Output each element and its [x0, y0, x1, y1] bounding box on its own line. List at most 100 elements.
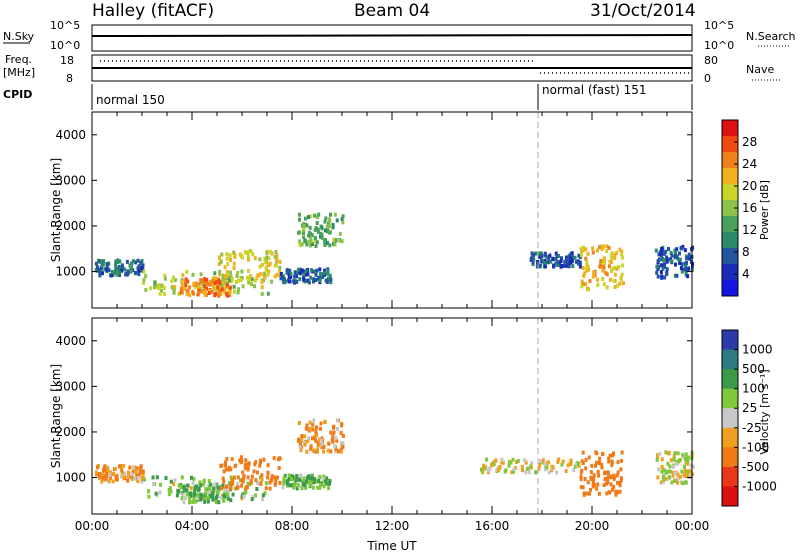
echo-cell: [101, 271, 104, 276]
echo-cell: [309, 446, 313, 451]
echo-cell: [315, 268, 319, 273]
echo-cell: [319, 438, 323, 443]
echo-cell: [672, 457, 676, 462]
echo-cell: [328, 217, 332, 222]
echo-cell: [567, 264, 571, 269]
echo-cell: [196, 496, 200, 501]
echo-cell: [577, 253, 581, 258]
echo-cell: [683, 468, 687, 473]
echo-cell: [229, 475, 233, 480]
echo-cell: [667, 247, 670, 251]
echo-cell: [302, 228, 306, 233]
echo-cell: [669, 458, 673, 463]
echo-cell: [260, 285, 264, 290]
echo-cell: [268, 261, 272, 266]
echo-cell: [327, 224, 331, 229]
time-xlabel: Time UT: [366, 539, 417, 553]
echo-cell: [609, 277, 612, 282]
echo-cell: [336, 418, 339, 423]
echo-cell: [316, 229, 320, 234]
echo-cell: [323, 479, 327, 484]
echo-cell: [543, 467, 547, 472]
echo-cell: [668, 475, 672, 480]
echo-cell: [169, 479, 173, 484]
echo-cell: [660, 457, 664, 462]
echo-cell: [296, 267, 300, 272]
echo-cell: [606, 471, 610, 476]
echo-cell: [244, 458, 248, 463]
echo-cell: [160, 283, 164, 288]
echo-cell: [106, 468, 110, 472]
velocity-data-layer: [94, 418, 695, 505]
echo-cell: [551, 465, 555, 470]
echo-cell: [218, 255, 221, 260]
echo-cell: [524, 460, 528, 465]
echo-cell: [190, 475, 193, 480]
echo-cell: [564, 469, 568, 474]
echo-cell: [177, 292, 181, 296]
echo-cell: [620, 251, 624, 256]
echo-cell: [140, 476, 144, 481]
colorbar-label: -100: [742, 440, 769, 454]
echo-cell: [107, 479, 111, 484]
echo-cell: [247, 280, 251, 285]
echo-cell: [230, 276, 234, 281]
echo-cell: [285, 481, 289, 486]
echo-cell: [130, 261, 134, 266]
echo-cell: [200, 494, 204, 498]
echo-cell: [95, 265, 99, 270]
echo-cell: [147, 494, 151, 499]
velocity-colorbar-title: Velocity [m s⁻¹]: [758, 369, 771, 454]
echo-cell: [318, 485, 322, 490]
echo-cell: [309, 214, 313, 219]
nsearch-tick-high: 10^5: [704, 19, 734, 32]
echo-cell: [102, 259, 106, 264]
echo-cell: [618, 281, 622, 286]
echo-cell: [297, 421, 301, 425]
echo-cell: [192, 291, 195, 296]
echo-cell: [538, 263, 542, 268]
echo-cell: [232, 266, 236, 271]
echo-cell: [603, 477, 607, 482]
echo-region: [579, 450, 624, 497]
echo-cell: [487, 466, 491, 471]
echo-cell: [616, 283, 620, 288]
echo-cell: [333, 444, 337, 449]
colorbar-swatch: [722, 369, 738, 390]
echo-cell: [185, 292, 189, 297]
echo-cell: [222, 496, 226, 501]
echo-cell: [153, 284, 157, 288]
echo-cell: [124, 272, 128, 277]
echo-cell: [239, 455, 243, 460]
echo-cell: [599, 259, 603, 263]
echo-cell: [324, 238, 327, 242]
echo-cell: [228, 270, 232, 275]
echo-cell: [224, 463, 228, 468]
echo-cell: [560, 462, 564, 467]
echo-cell: [260, 473, 264, 478]
echo-cell: [115, 477, 118, 482]
xtick-label: 00:00: [75, 519, 110, 533]
echo-cell: [158, 291, 162, 296]
echo-cell: [599, 262, 603, 267]
echo-cell: [598, 245, 602, 250]
echo-cell: [225, 457, 229, 461]
echo-cell: [99, 266, 103, 271]
echo-cell: [542, 261, 546, 265]
echo-cell: [218, 272, 222, 277]
echo-cell: [303, 440, 307, 445]
echo-cell: [566, 258, 570, 263]
echo-cell: [267, 256, 271, 261]
echo-cell: [576, 261, 580, 266]
freq-tick-low: 8: [66, 72, 73, 85]
echo-region: [579, 244, 625, 292]
echo-cell: [540, 460, 544, 465]
echo-cell: [258, 257, 262, 262]
echo-cell: [236, 290, 240, 295]
echo-cell: [665, 476, 668, 481]
echo-cell: [554, 262, 558, 267]
echo-cell: [218, 269, 222, 274]
echo-cell: [492, 462, 496, 467]
echo-cell: [105, 470, 108, 475]
echo-cell: [664, 450, 668, 455]
